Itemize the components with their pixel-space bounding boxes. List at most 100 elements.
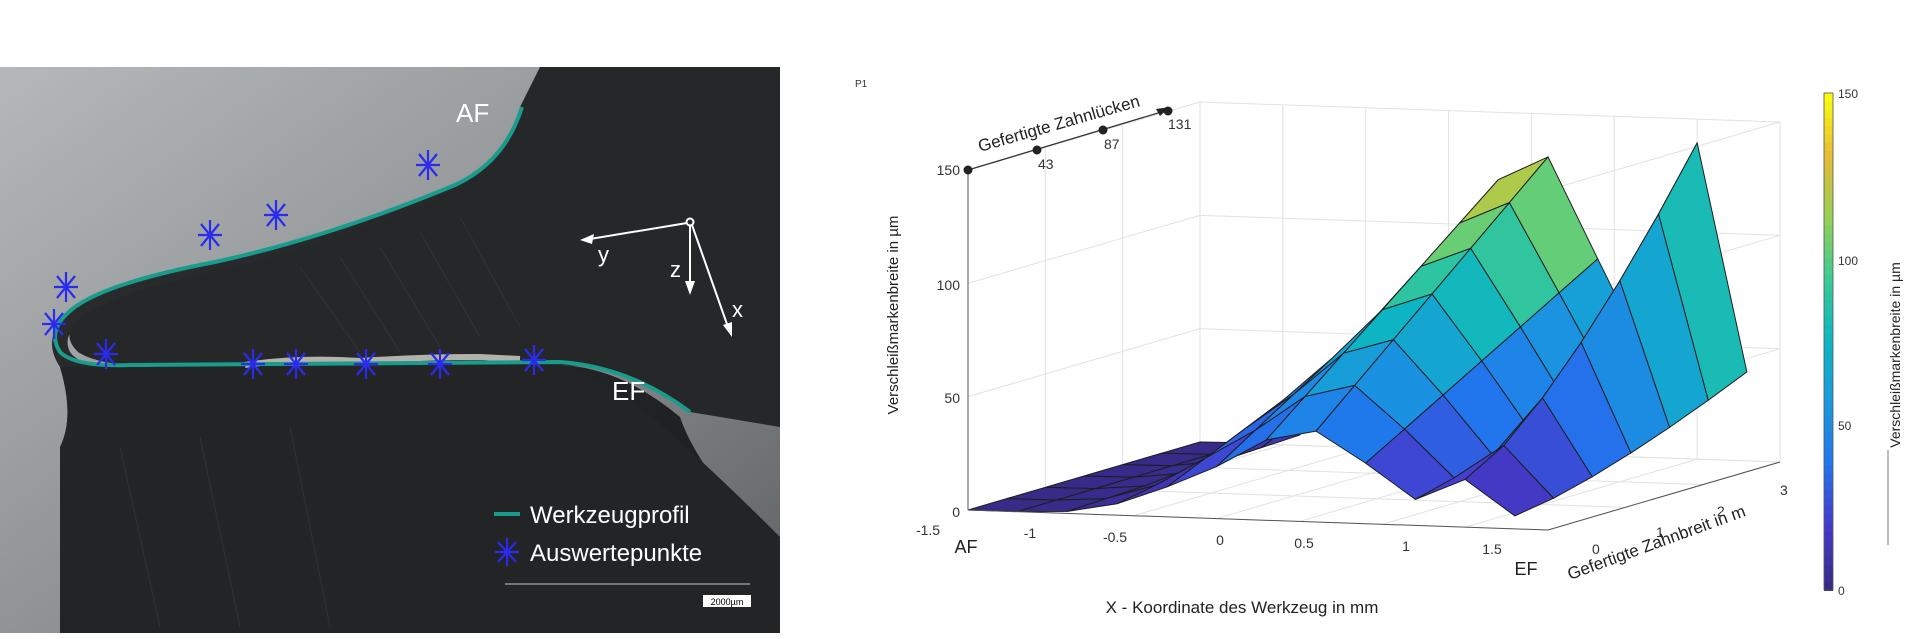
evaluation-point-marker — [522, 345, 546, 375]
label-af: AF — [456, 98, 489, 128]
evaluation-point-marker — [264, 200, 288, 230]
top-axis-marker — [1032, 145, 1042, 155]
colorbar-segment — [1824, 407, 1833, 418]
colorbar-segment — [1824, 540, 1833, 550]
axis-label-y: y — [598, 242, 609, 267]
colorbar-segment — [1824, 349, 1833, 360]
colorbar-segment — [1824, 515, 1833, 525]
colorbar-segment — [1824, 523, 1833, 534]
axis-label-x: x — [732, 297, 743, 322]
wear-edge — [244, 353, 521, 368]
z-tick: 50 — [944, 390, 960, 406]
colorbar-segment — [1824, 258, 1833, 268]
grid-line — [1465, 458, 1698, 528]
y-tick-labels: 0 1 2 3 — [1592, 482, 1788, 557]
legend-points-swatch — [495, 538, 519, 566]
evaluation-point-marker — [428, 349, 452, 379]
legend-points-label: Auswertepunkte — [530, 540, 702, 567]
colorbar-segment — [1824, 490, 1833, 500]
colorbar-segment — [1824, 507, 1833, 517]
colorbar-segment — [1824, 358, 1833, 368]
tool-flank — [60, 367, 780, 633]
colorbar-segment — [1824, 266, 1833, 277]
grid-line — [967, 214, 1201, 284]
surface-texture — [119, 216, 521, 628]
colorbar-segment — [1824, 233, 1833, 244]
colorbar-segment — [1824, 242, 1833, 252]
y-tick: 3 — [1780, 482, 1788, 498]
colorbar-segment — [1824, 391, 1833, 401]
colorbar-segment — [1824, 565, 1833, 575]
colorbar-segment — [1824, 126, 1833, 136]
colorbar-segment — [1824, 498, 1833, 509]
scalebar-label: 2000µm — [711, 597, 744, 607]
z-tick: 150 — [937, 162, 961, 178]
colorbar-segment — [1824, 192, 1833, 202]
y-tick: 1 — [1656, 524, 1664, 540]
grid-line — [1199, 101, 1781, 123]
colorbar-segment — [1824, 465, 1833, 476]
colorbar-tick: 0 — [1838, 584, 1845, 598]
y-tick: 2 — [1717, 503, 1725, 519]
colorbar-segment — [1824, 449, 1833, 459]
x-tick-labels: -1.5 -1 -0.5 0 0.5 1 1.5 — [916, 522, 1502, 557]
x-tick: 0.5 — [1294, 535, 1314, 551]
grid-line — [1133, 447, 1366, 517]
colorbar-tick: 100 — [1838, 254, 1858, 268]
evaluation-point-marker — [94, 339, 118, 369]
evaluation-points — [42, 150, 546, 379]
z-tick: 100 — [937, 277, 961, 293]
coordinate-triad — [580, 217, 732, 337]
colorbar-segment — [1824, 275, 1833, 285]
evaluation-point-marker — [284, 349, 308, 379]
colorbar-segment — [1824, 217, 1833, 227]
colorbar-segment — [1824, 474, 1833, 484]
colorbar-segment — [1824, 208, 1833, 219]
tool-photo: AF EF y z x Werkzeugprofil Auswertepunkt… — [0, 67, 780, 633]
colorbar-segment — [1824, 175, 1833, 186]
x-tick: 1.5 — [1482, 541, 1502, 557]
colorbar-segment — [1824, 416, 1833, 426]
colorbar-segment — [1824, 548, 1833, 558]
colorbar-segment — [1824, 150, 1833, 161]
colorbar-segment — [1824, 142, 1833, 152]
top-axis-marker — [1098, 125, 1108, 135]
x-end-af: AF — [954, 537, 977, 557]
colorbar-segment — [1824, 167, 1833, 177]
colorbar-segment — [1824, 109, 1833, 119]
colorbar: 150 100 50 0 Verschleißmarkenbreite in µ… — [1823, 87, 1903, 598]
z-tick-labels: 150 100 50 0 — [937, 162, 961, 520]
x-tick: -0.5 — [1103, 529, 1127, 545]
corner-label: P1 — [855, 79, 868, 90]
y-tick: 0 — [1592, 541, 1600, 557]
colorbar-segment — [1824, 283, 1833, 293]
colorbar-segment — [1824, 117, 1833, 128]
colorbar-segment — [1824, 532, 1833, 542]
evaluation-point-marker — [198, 220, 222, 250]
grid-line — [967, 328, 1201, 398]
colorbar-segment — [1824, 382, 1833, 393]
colorbar-segment — [1824, 300, 1833, 310]
colorbar-segment — [1824, 324, 1833, 335]
colorbar-segment — [1824, 159, 1833, 169]
grid-line — [1547, 121, 1781, 191]
scalebar — [703, 595, 751, 607]
label-ef: EF — [612, 376, 645, 406]
axis-label-z: z — [670, 257, 681, 282]
colorbar-segment — [1824, 225, 1833, 235]
colorbar-segment — [1824, 581, 1833, 591]
tool-rake-face — [69, 67, 780, 427]
top-axis-tick-131: 131 — [1168, 116, 1192, 132]
x-tick: -1.5 — [916, 522, 940, 538]
colorbar-segment — [1824, 250, 1833, 260]
colorbar-segment — [1824, 333, 1833, 343]
evaluation-point-marker — [416, 150, 440, 180]
colorbar-tick: 50 — [1838, 419, 1852, 433]
colorbar-segment — [1824, 374, 1833, 384]
colorbar-segment — [1824, 432, 1833, 442]
x-end-ef: EF — [1514, 559, 1537, 579]
surface-patch — [1464, 444, 1555, 517]
colorbar-segment — [1824, 573, 1833, 583]
colorbar-segment — [1824, 93, 1833, 103]
colorbar-tick: 150 — [1838, 87, 1858, 101]
